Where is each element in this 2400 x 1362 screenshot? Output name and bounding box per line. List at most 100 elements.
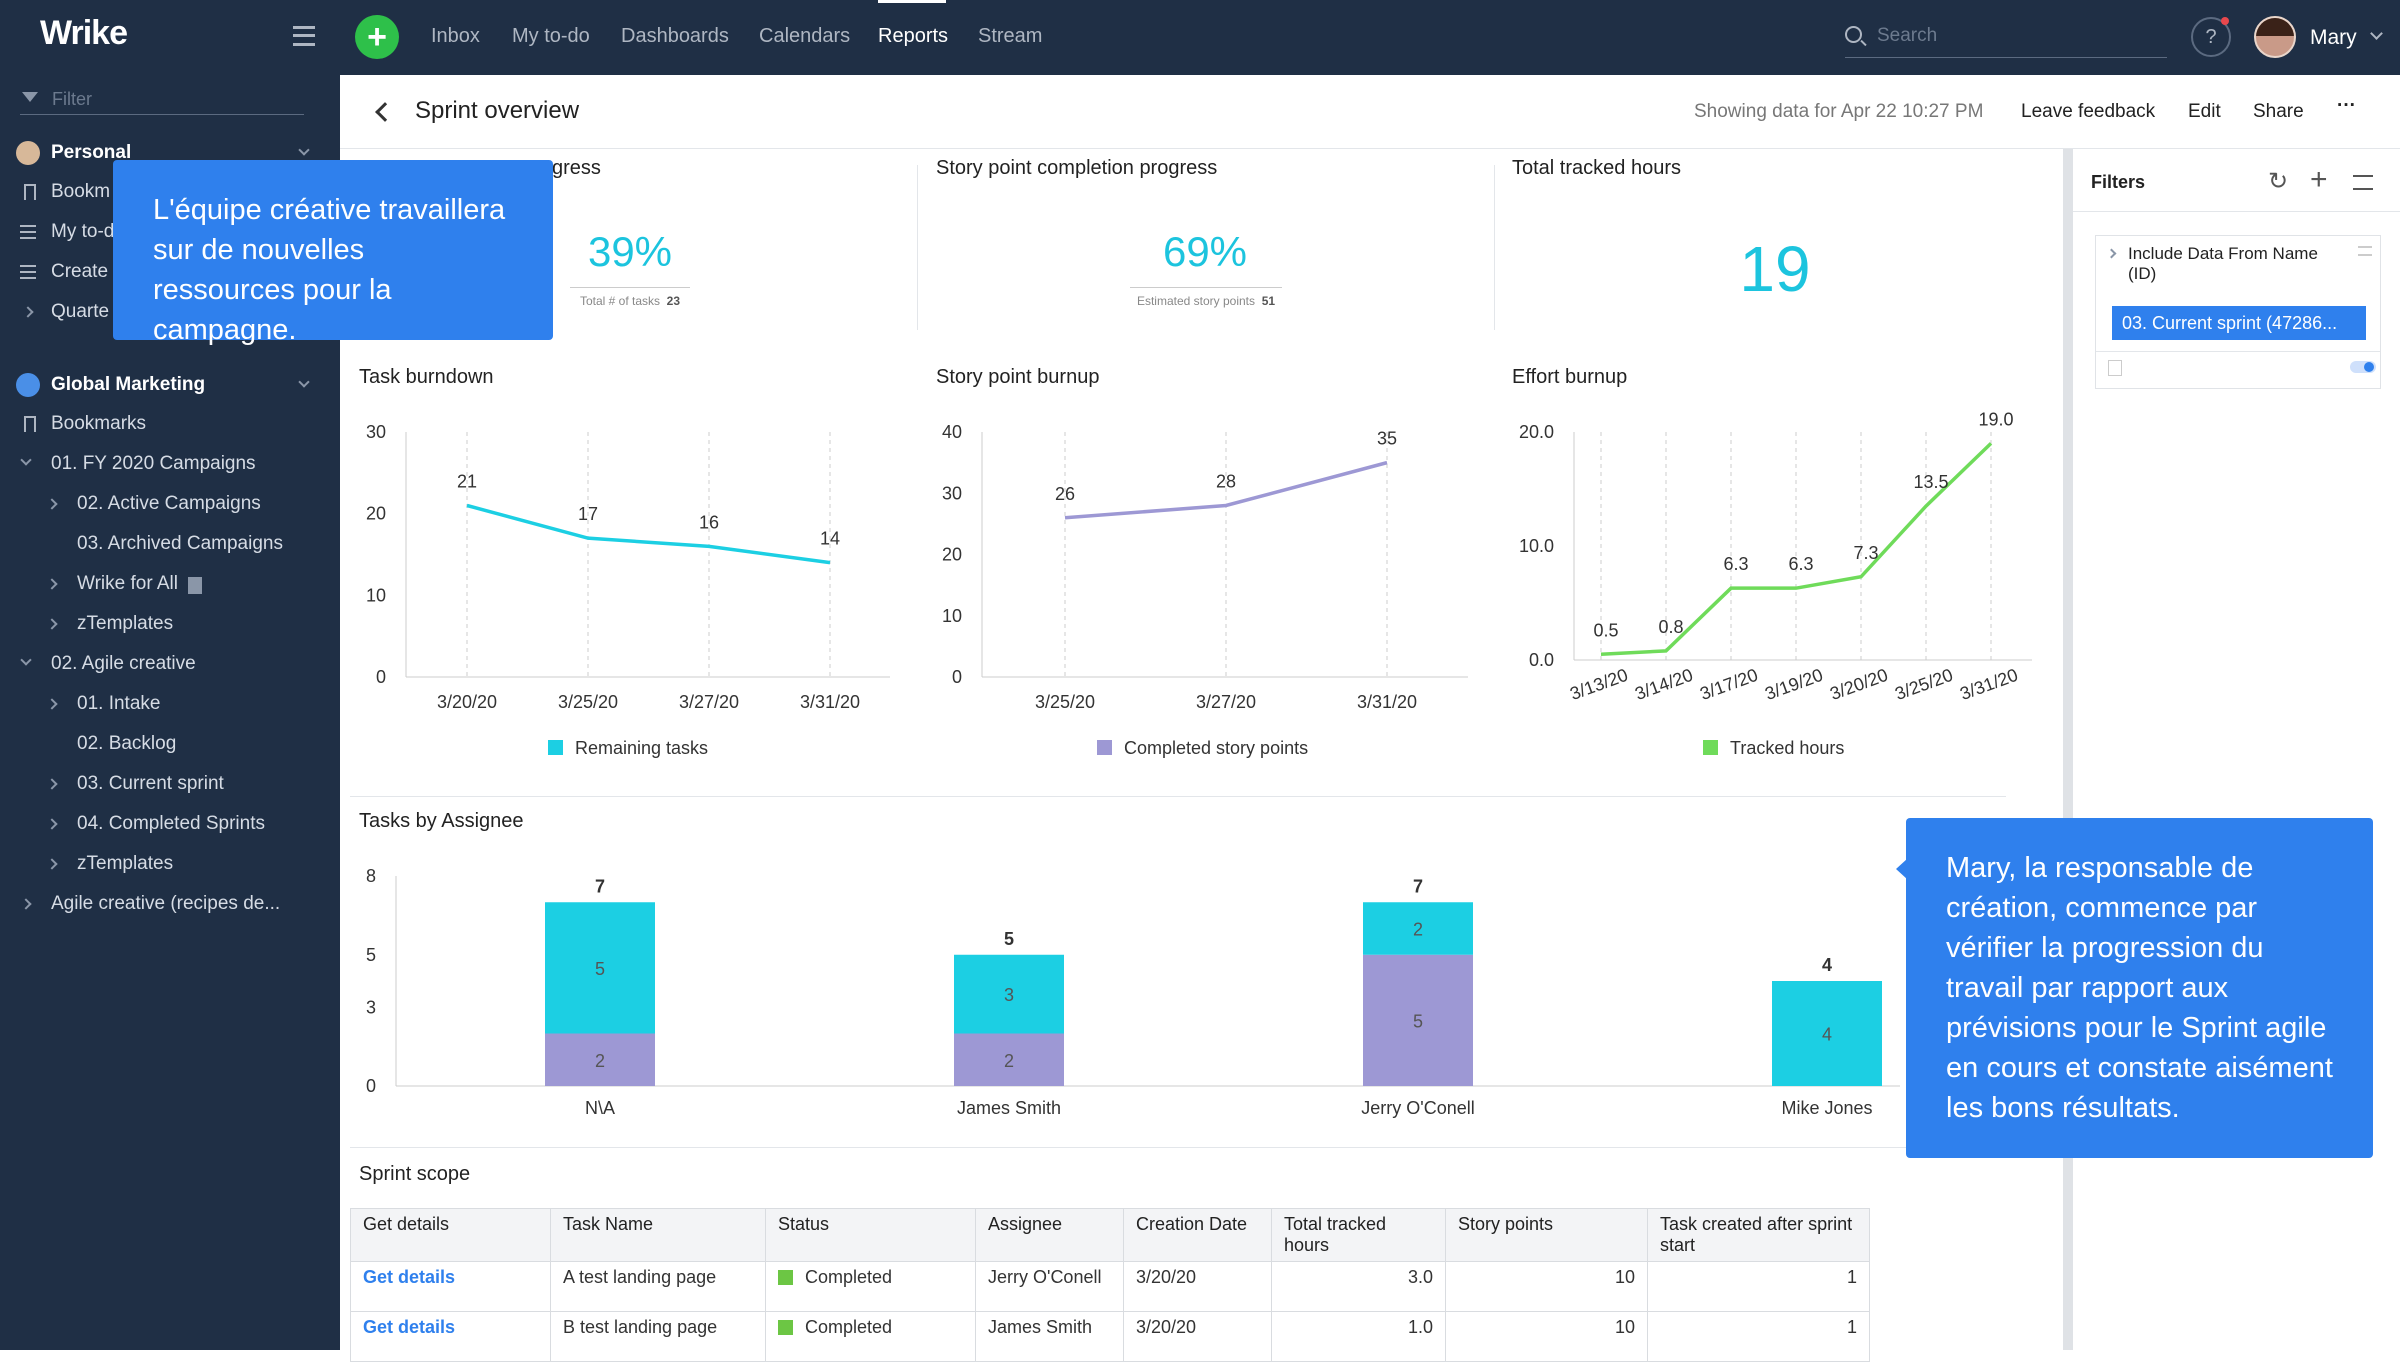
y-tick-label: 20.0 bbox=[1519, 422, 1554, 442]
sidebar-item-intake[interactable]: 01. Intake bbox=[77, 693, 161, 714]
sidebar-item-fy2020[interactable]: 01. FY 2020 Campaigns bbox=[51, 453, 256, 474]
user-name[interactable]: Mary bbox=[2310, 26, 2357, 49]
kpi-story-points-value: 69% bbox=[1162, 228, 1248, 275]
data-label: 26 bbox=[1055, 484, 1075, 504]
sidebar-item-global-marketing[interactable]: Global Marketing bbox=[51, 374, 206, 395]
add-button[interactable]: + bbox=[355, 15, 399, 59]
bar-segment bbox=[954, 1033, 1064, 1086]
col-assignee: Assignee bbox=[975, 1208, 1124, 1262]
top-bar: Wrike + Inbox My to-do Dashboards Calend… bbox=[0, 0, 2400, 75]
chevron-down-icon[interactable] bbox=[20, 454, 32, 466]
wrike-logo[interactable]: Wrike bbox=[40, 14, 128, 52]
chevron-down-icon[interactable] bbox=[298, 376, 310, 388]
chevron-right-icon[interactable] bbox=[46, 578, 58, 590]
chevron-down-icon[interactable] bbox=[298, 144, 310, 156]
sidebar-item-wrike-for-all[interactable]: Wrike for All bbox=[77, 573, 179, 594]
y-tick-label: 0 bbox=[952, 667, 962, 687]
sidebar-item-backlog[interactable]: 02. Backlog bbox=[77, 733, 177, 754]
back-arrow-icon[interactable] bbox=[375, 102, 395, 122]
nav-reports[interactable]: Reports bbox=[878, 25, 949, 47]
chevron-right-icon[interactable] bbox=[20, 898, 32, 910]
x-tick-label: 3/31/20 bbox=[1357, 692, 1417, 712]
filter-toggle[interactable] bbox=[2350, 361, 2376, 373]
x-tick-label: James Smith bbox=[957, 1098, 1061, 1118]
x-tick-label: 3/31/20 bbox=[800, 692, 860, 712]
col-task-name: Task Name bbox=[550, 1208, 766, 1262]
bar-total-label: 4 bbox=[1822, 955, 1832, 975]
chevron-right-icon[interactable] bbox=[46, 818, 58, 830]
list-icon bbox=[20, 265, 36, 279]
sidebar-item-ztemplates[interactable]: zTemplates bbox=[77, 613, 174, 634]
sidebar-item-my-todo[interactable]: My to-d bbox=[51, 221, 115, 242]
data-timestamp: Showing data for Apr 22 10:27 PM bbox=[1694, 101, 1984, 122]
bar-total-label: 7 bbox=[1413, 876, 1423, 896]
nav-calendars[interactable]: Calendars bbox=[759, 25, 851, 47]
bar-segment-label: 2 bbox=[1004, 1051, 1014, 1071]
sidebar-item-current-sprint[interactable]: 03. Current sprint bbox=[77, 773, 224, 794]
more-options-icon[interactable]: ··· bbox=[2337, 95, 2356, 116]
sidebar-item-created[interactable]: Create bbox=[51, 261, 109, 282]
chevron-right-icon[interactable] bbox=[46, 498, 58, 510]
sidebar-item-bookmarks-personal[interactable]: Bookm bbox=[51, 181, 111, 202]
legend-label: Remaining tasks bbox=[575, 738, 709, 758]
col-task-created-after: Task created after sprint start bbox=[1647, 1208, 1870, 1262]
effort-burnup-title: Effort burnup bbox=[1512, 366, 1628, 388]
chevron-right-icon[interactable] bbox=[46, 778, 58, 790]
sidebar-item-quarterly[interactable]: Quarte bbox=[51, 301, 110, 322]
sidebar-item-completed-sprints[interactable]: 04. Completed Sprints bbox=[77, 813, 265, 834]
reset-icon[interactable]: ↻ bbox=[2268, 168, 2289, 195]
bar-segment bbox=[954, 954, 1064, 1034]
share-button[interactable]: Share bbox=[2253, 101, 2304, 122]
chevron-down-icon[interactable] bbox=[2370, 27, 2383, 40]
sidebar-item-active-campaigns[interactable]: 02. Active Campaigns bbox=[77, 493, 261, 514]
sidebar-item-bookmarks[interactable]: Bookmarks bbox=[51, 413, 147, 434]
chevron-right-icon[interactable] bbox=[46, 698, 58, 710]
sidebar-item-agile-creative[interactable]: 02. Agile creative bbox=[51, 653, 196, 674]
leave-feedback-button[interactable]: Leave feedback bbox=[2021, 101, 2156, 122]
get-details-link[interactable]: Get details bbox=[350, 1261, 551, 1312]
chevron-down-icon[interactable] bbox=[20, 654, 32, 666]
sidebar-item-ztemplates-2[interactable]: zTemplates bbox=[77, 853, 174, 874]
chevron-right-icon[interactable] bbox=[46, 618, 58, 630]
filter-icon bbox=[22, 92, 38, 102]
x-tick-label: 3/13/20 bbox=[1567, 665, 1630, 704]
chevron-right-icon[interactable] bbox=[2106, 248, 2117, 259]
rocket-icon bbox=[16, 373, 40, 397]
bar-segment-label: 2 bbox=[1413, 920, 1423, 940]
x-tick-label: N\A bbox=[585, 1098, 615, 1118]
get-details-link[interactable]: Get details bbox=[350, 1311, 551, 1362]
kpi-hours-value: 19 bbox=[1739, 233, 1811, 305]
bar-segment-label: 3 bbox=[1004, 985, 1014, 1005]
nav-inbox[interactable]: Inbox bbox=[431, 25, 480, 47]
bar-segment bbox=[545, 1033, 655, 1086]
list-menu-icon[interactable] bbox=[2353, 175, 2373, 190]
search-input[interactable]: Search bbox=[1845, 22, 2167, 58]
table-row: Get details B test landing page Complete… bbox=[350, 1311, 1870, 1362]
y-tick-label: 5 bbox=[366, 945, 376, 965]
drag-handle-icon[interactable] bbox=[2358, 246, 2372, 256]
sidebar-filter-input[interactable]: Filter bbox=[20, 83, 304, 115]
data-label: 28 bbox=[1216, 472, 1236, 492]
sidebar-item-archived-campaigns[interactable]: 03. Archived Campaigns bbox=[77, 533, 283, 554]
data-label: 35 bbox=[1377, 429, 1397, 449]
legend-completed-story-points: Completed story points bbox=[1097, 738, 1308, 759]
sidebar-item-personal[interactable]: Personal bbox=[51, 142, 132, 163]
filter-value-chip[interactable]: 03. Current sprint (47286... bbox=[2112, 306, 2366, 340]
sidebar-item-agile-recipes[interactable]: Agile creative (recipes de... bbox=[51, 893, 281, 914]
add-filter-icon[interactable]: + bbox=[2310, 163, 2328, 196]
divider bbox=[350, 796, 2006, 797]
help-button[interactable]: ? bbox=[2191, 17, 2231, 57]
chevron-right-icon[interactable] bbox=[46, 858, 58, 870]
bar-segment bbox=[1772, 981, 1882, 1086]
kpi-sub-label: Total # of tasks bbox=[579, 294, 660, 308]
chevron-right-icon[interactable] bbox=[22, 306, 34, 318]
nav-stream[interactable]: Stream bbox=[978, 25, 1043, 47]
y-tick-label: 10.0 bbox=[1519, 536, 1554, 556]
edit-button[interactable]: Edit bbox=[2188, 101, 2221, 122]
menu-icon[interactable] bbox=[293, 26, 315, 46]
trash-icon[interactable] bbox=[2108, 360, 2122, 376]
y-tick-label: 8 bbox=[366, 866, 376, 886]
avatar[interactable] bbox=[2254, 16, 2296, 58]
nav-my-todo[interactable]: My to-do bbox=[512, 25, 590, 47]
nav-dashboards[interactable]: Dashboards bbox=[621, 25, 729, 47]
